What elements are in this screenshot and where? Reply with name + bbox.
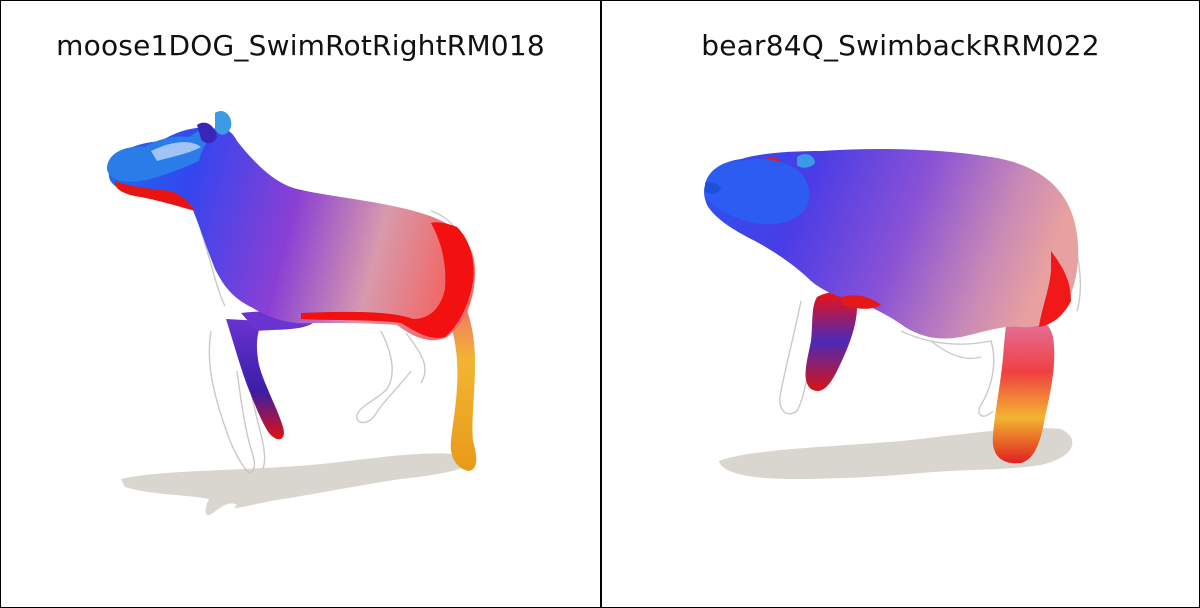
moose-body: [108, 127, 475, 341]
panel-title-moose: moose1DOG_SwimRotRightRM018: [56, 29, 545, 62]
bear-hind-leg: [992, 311, 1055, 464]
moose-ear: [197, 122, 217, 144]
panel-bear: bear84Q_SwimbackRRM022: [601, 1, 1200, 607]
moose-antler: [215, 110, 232, 135]
moose-render: [107, 110, 477, 516]
moose-red-belly: [301, 222, 474, 338]
bear-red-rim: [1039, 251, 1071, 327]
panel-divider: [600, 1, 602, 607]
bear-front-leg: [805, 291, 857, 391]
panel-moose: moose1DOG_SwimRotRightRM018: [1, 1, 600, 607]
bear-head: [705, 159, 810, 225]
moose-front-leg: [226, 319, 284, 440]
bear-render: [704, 149, 1082, 479]
panel-title-bear: bear84Q_SwimbackRRM022: [701, 29, 1100, 62]
moose-hind-leg: [441, 301, 477, 471]
bear-shadow: [719, 428, 1073, 479]
moose-shadow: [121, 453, 473, 516]
bear-ear: [797, 154, 815, 168]
